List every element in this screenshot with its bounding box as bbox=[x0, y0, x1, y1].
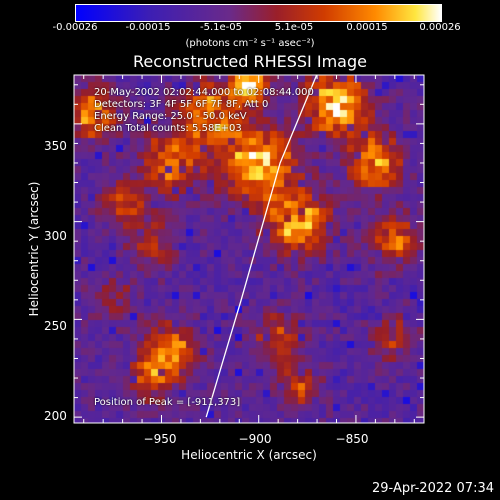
footer-timestamp: 29-Apr-2022 07:34 bbox=[372, 481, 494, 496]
colorbar-units: (photons cm⁻² s⁻¹ asec⁻²) bbox=[185, 38, 315, 49]
colorbar-tick: -0.00015 bbox=[125, 22, 171, 33]
solar-limb-curve bbox=[205, 75, 318, 418]
info-method: Clean Total counts: 5.58E+03 bbox=[94, 123, 242, 134]
colorbar-tick: 0.00015 bbox=[346, 22, 388, 33]
colorbar-tick: 5.1e-05 bbox=[274, 22, 314, 33]
x-tick-label: −900 bbox=[238, 432, 272, 446]
plot-frame-border bbox=[73, 74, 425, 424]
x-axis-label: Heliocentric X (arcsec) bbox=[181, 448, 317, 462]
y-tick-label: 250 bbox=[44, 319, 67, 333]
y-tick-label: 200 bbox=[44, 409, 67, 423]
colorbar-tick: -0.00026 bbox=[52, 22, 98, 33]
x-tick-label: −850 bbox=[335, 432, 369, 446]
info-detectors: Detectors: 3F 4F 5F 6F 7F 8F, Att 0 bbox=[94, 99, 269, 110]
info-energy: Energy Range: 25.0 - 50.0 keV bbox=[94, 111, 247, 122]
colorbar-tick: 0.00026 bbox=[419, 22, 461, 33]
y-tick-label: 350 bbox=[44, 139, 67, 153]
info-time: 20-May-2002 02:02:44.000 to 02:08:44.000 bbox=[94, 87, 314, 98]
colorbar-tick: -5.1e-05 bbox=[200, 22, 242, 33]
info-peak: Position of Peak = [-911,373] bbox=[94, 397, 241, 408]
colorbar bbox=[75, 4, 442, 22]
plot-title: Reconstructed RHESSI Image bbox=[133, 52, 367, 71]
x-tick-label: −950 bbox=[143, 432, 177, 446]
y-tick-label: 300 bbox=[44, 229, 67, 243]
solar-limb-line bbox=[205, 75, 318, 418]
plot-area: 20-May-2002 02:02:44.000 to 02:08:44.000… bbox=[74, 75, 424, 423]
heatmap-image bbox=[74, 75, 424, 423]
y-axis-label: Heliocentric Y (arcsec) bbox=[27, 181, 41, 317]
